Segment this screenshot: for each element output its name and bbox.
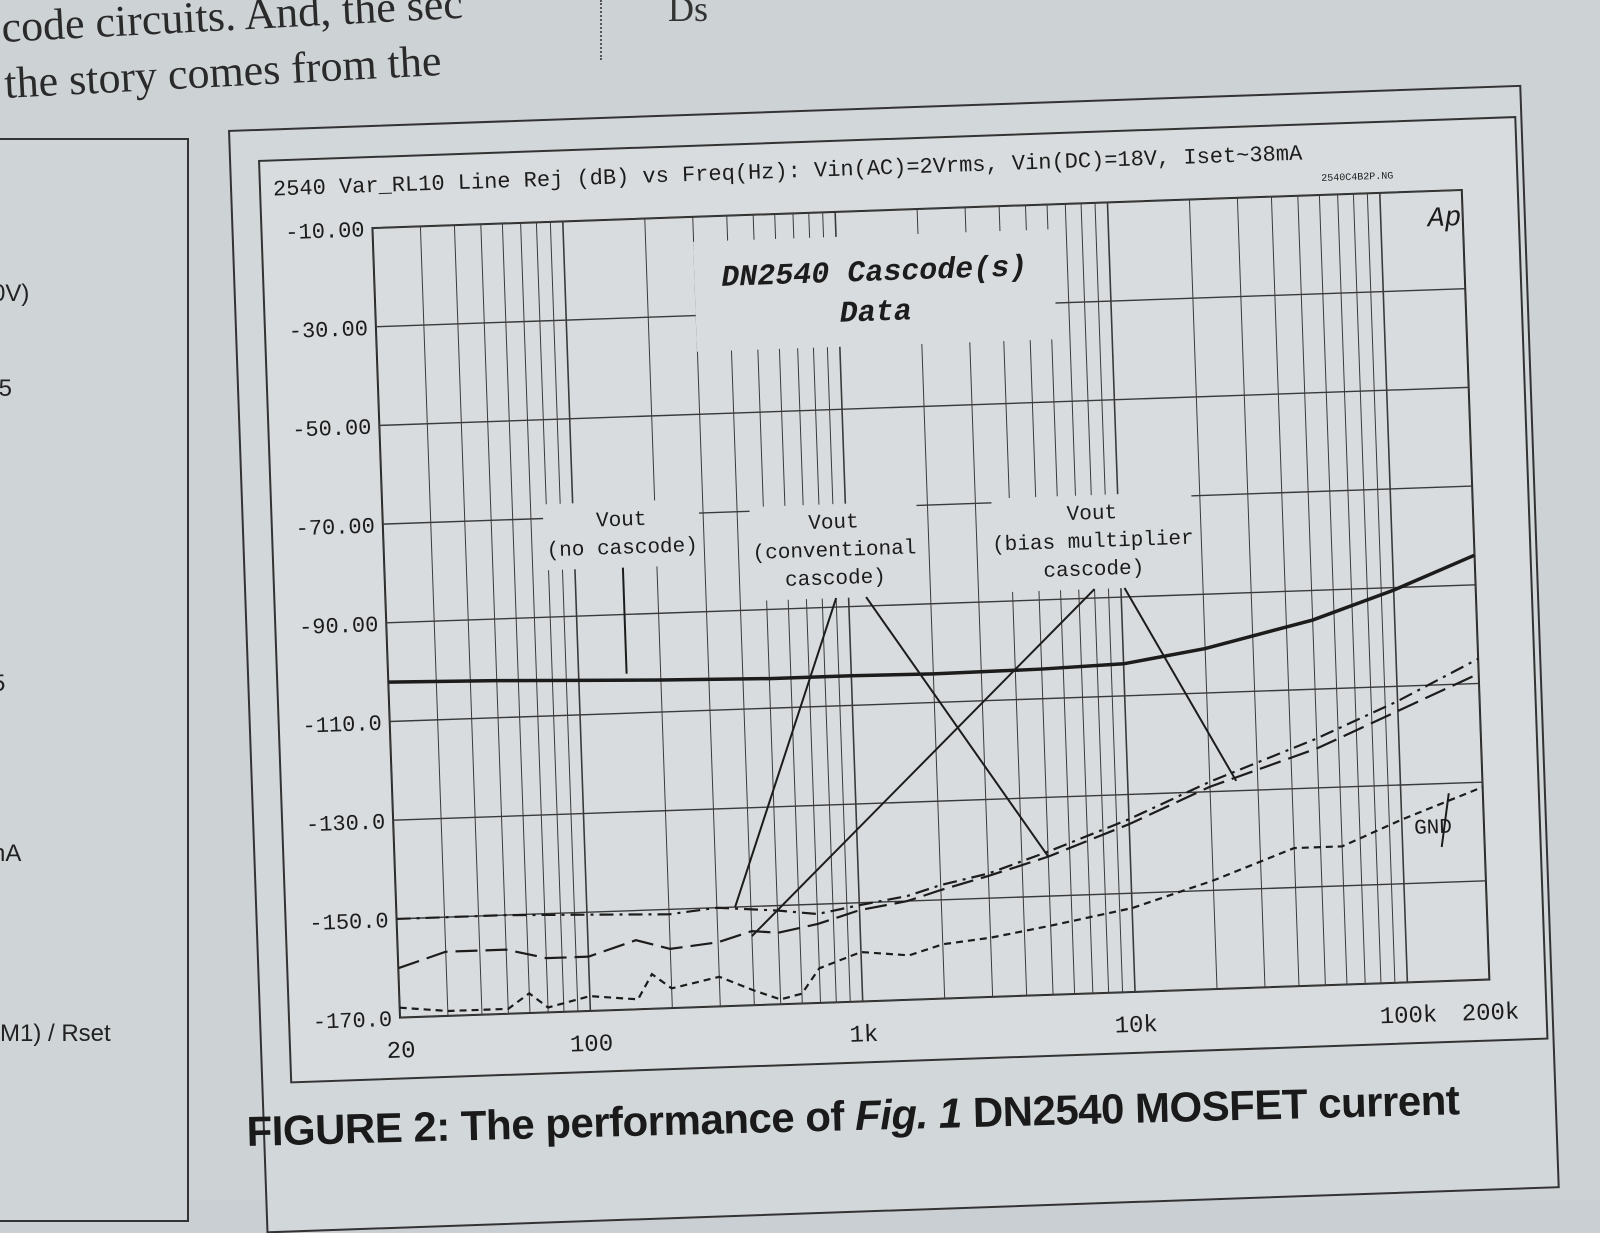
series-line	[396, 657, 1479, 921]
y-tick-label: -90.00	[299, 613, 379, 641]
magazine-page: code circuits. And, the sec the story co…	[0, 0, 1560, 1233]
annotation-leader	[865, 596, 1050, 858]
left-fragment-3: 5	[0, 670, 5, 698]
y-tick-label: -70.00	[295, 514, 375, 542]
annotation-backdrop	[542, 498, 701, 571]
annotation-leader	[1440, 793, 1450, 848]
line-rejection-chart: 2540 Var_RL10 Line Rej (dB) vs Freq(Hz):…	[273, 142, 1520, 1067]
y-tick-label: -50.00	[292, 416, 372, 444]
annotation-label: cascode)	[1043, 557, 1145, 584]
x-grid-line	[371, 228, 401, 1018]
inner-title-line-2: Data	[839, 295, 912, 331]
y-tick-label: -130.0	[306, 810, 386, 838]
x-tick-label: 10k	[1114, 1012, 1158, 1040]
annotation-label: Vout	[808, 511, 859, 536]
y-grid-line	[393, 781, 1483, 821]
y-grid-line	[386, 584, 1476, 624]
y-grid-line	[399, 978, 1490, 1019]
series-line	[399, 786, 1484, 1013]
left-fragment-4: nA	[0, 840, 22, 867]
chart-frame: 2540 Var_RL10 Line Rej (dB) vs Freq(Hz):…	[258, 116, 1549, 1084]
y-grid-line	[379, 386, 1469, 427]
column-divider	[600, 0, 602, 60]
y-tick-label: -10.00	[285, 218, 365, 246]
annotation-label: (no cascode)	[546, 535, 698, 563]
annotation-backdrop	[749, 501, 920, 602]
caption-figure-ref: Fig. 1	[854, 1089, 963, 1140]
annotation-label: cascode)	[785, 566, 887, 593]
series-line	[388, 553, 1476, 684]
annotation-label: Vout	[596, 509, 647, 534]
x-tick-label: 200k	[1461, 1000, 1520, 1029]
file-tag: 2540C4B2P.NG	[1321, 171, 1393, 185]
ap-logo: Ap	[1425, 203, 1462, 235]
y-tick-label: -170.0	[313, 1008, 393, 1036]
annotation-leader	[1123, 587, 1238, 782]
left-fragment-5: (M1) / Rset	[0, 1020, 111, 1047]
plot-area: -10.00 -30.00 -50.00 -70.00 -90.00 -110.0 -130…	[285, 188, 1520, 1066]
article-body-text: code circuits. And, the sec the story co…	[0, 0, 605, 112]
y-tick-label: -30.00	[288, 317, 368, 345]
x-tick-label: 100	[570, 1031, 614, 1059]
left-sidebar-panel: 0V) \5 5 nA (M1) / Rset	[0, 138, 189, 1222]
inner-title-backdrop	[693, 229, 1057, 352]
series-line	[397, 672, 1480, 970]
annotation-label: GND	[1414, 817, 1453, 841]
y-grid-line	[396, 880, 1486, 920]
annotation-leader	[621, 567, 628, 674]
annotation-leader	[734, 597, 838, 908]
left-fragment-2: \5	[0, 375, 13, 402]
left-fragment-1: 0V)	[0, 280, 30, 307]
annotation-leader	[751, 588, 1096, 937]
x-tick-label: 1k	[849, 1022, 879, 1050]
y-grid-line	[389, 682, 1480, 723]
x-tick-label: 20	[386, 1038, 416, 1066]
y-tick-label: -110.0	[302, 712, 382, 740]
annotation-label: (conventional	[752, 537, 917, 566]
article-fragment: Ds	[668, 0, 709, 29]
y-grid-line	[372, 189, 1462, 229]
x-tick-label: 100k	[1379, 1002, 1438, 1031]
annotation-backdrop	[991, 491, 1195, 593]
y-tick-label: -150.0	[309, 909, 389, 937]
annotation-label: Vout	[1066, 502, 1117, 527]
